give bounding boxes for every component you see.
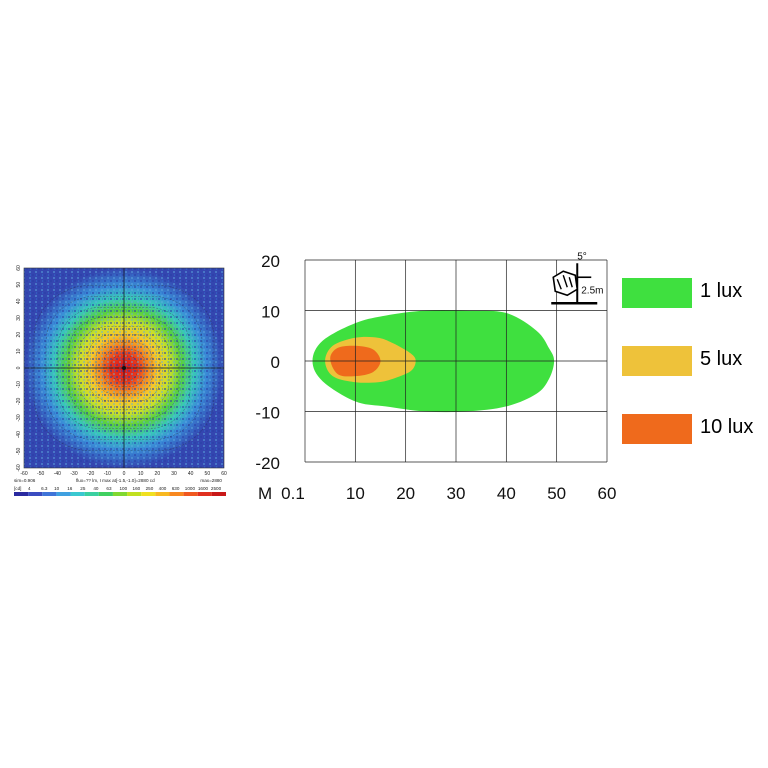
heatmap-y-tick-label: -30 bbox=[16, 414, 22, 421]
isolux-y-tick-label: -10 bbox=[255, 404, 280, 423]
heatmap-peak-marker bbox=[122, 366, 126, 370]
legend-swatch-5-lux bbox=[622, 346, 692, 376]
heatmap-x-tick-label: -20 bbox=[87, 471, 94, 477]
heatmap-scale-unit: [cd] bbox=[14, 486, 21, 491]
heatmap-scale-swatch bbox=[169, 492, 184, 496]
heatmap-footer-mid: flux=?? lm, I max at[-1.5,-1.0]=2880 cd bbox=[76, 478, 155, 483]
isolux-x-tick-label: 60 bbox=[598, 484, 617, 503]
heatmap-frame bbox=[23, 267, 225, 469]
mounting-angle-label: 5° bbox=[577, 251, 587, 262]
heatmap-x-tick-label: 40 bbox=[188, 471, 194, 477]
candela-heatmap-panel: -60 -50 -40 -30 -20 -10 0 10 20 30 40 50 60 60 50 40 30 2… bbox=[8, 262, 234, 518]
heatmap-scale-swatch bbox=[197, 492, 212, 496]
heatmap-y-tick-label: 20 bbox=[16, 332, 22, 338]
heatmap-y-tick-label: 10 bbox=[16, 348, 22, 354]
heatmap-footer-right: max=2880 bbox=[200, 478, 222, 483]
isolux-x-tick-label: 20 bbox=[396, 484, 415, 503]
heatmap-y-tick-label: -50 bbox=[16, 448, 22, 455]
candela-heatmap: -60 -50 -40 -30 -20 -10 0 10 20 30 40 50 60605040302… bbox=[14, 265, 227, 496]
heatmap-scale-value: 2500 bbox=[211, 486, 222, 491]
heatmap-scale-swatch bbox=[127, 492, 142, 496]
heatmap-x-tick-label: 10 bbox=[138, 471, 144, 477]
heatmap-scale-value: 25 bbox=[80, 486, 86, 491]
legend-swatch-1-lux bbox=[622, 278, 692, 308]
legend-item-5-lux: 5 lux bbox=[622, 346, 768, 386]
isolux-x-tick-label: 40 bbox=[497, 484, 516, 503]
heatmap-x-tick-label: -10 bbox=[104, 471, 111, 477]
heatmap-scale-swatch bbox=[56, 492, 71, 496]
heatmap-x-tick-label: 50 bbox=[205, 471, 211, 477]
heatmap-footer-left: sim=0.906 bbox=[14, 478, 36, 483]
isolux-chart: 20 10 0 -10 -20 M 0.1 10 20 30 40 50 60 5° 2.5m bbox=[255, 251, 617, 503]
heatmap-x-tick-label: 30 bbox=[171, 471, 177, 477]
legend-label-10-lux: 10 lux bbox=[700, 416, 754, 438]
heatmap-x-tick-label: 0 bbox=[123, 471, 126, 477]
heatmap-scale-value: 400 bbox=[159, 486, 167, 491]
heatmap-scale-value: 630 bbox=[172, 486, 180, 491]
heatmap-scale-value: 63 bbox=[106, 486, 112, 491]
isolux-y-tick-label: -20 bbox=[255, 454, 280, 473]
heatmap-scale-swatch bbox=[112, 492, 128, 496]
heatmap-y-tick-label: 60 bbox=[16, 265, 22, 271]
heatmap-scale-swatch bbox=[183, 492, 198, 496]
heatmap-scale-swatch bbox=[155, 492, 170, 496]
heatmap-x-tick-label: -60 bbox=[20, 471, 27, 477]
heatmap-scale-swatch bbox=[14, 492, 29, 496]
mounting-diagram-inset: 5° 2.5m bbox=[551, 251, 603, 305]
heatmap-x-tick-label: 60 bbox=[221, 471, 227, 477]
heatmap-scale-value: 1600 bbox=[198, 486, 209, 491]
legend-label-1-lux: 1 lux bbox=[700, 280, 743, 302]
isolux-x-tick-label: 10 bbox=[346, 484, 365, 503]
legend-label-5-lux: 5 lux bbox=[700, 348, 743, 370]
heatmap-scale-value: 100 bbox=[119, 486, 127, 491]
heatmap-x-tick-label: 20 bbox=[155, 471, 161, 477]
heatmap-y-tick-label: -40 bbox=[16, 431, 22, 438]
heatmap-x-tick-label: -40 bbox=[54, 471, 61, 477]
heatmap-scale-value: 250 bbox=[146, 486, 154, 491]
isolux-chart-panel: 20 10 0 -10 -20 M 0.1 10 20 30 40 50 60 5° 2.5m bbox=[248, 248, 628, 508]
heatmap-y-tick-label: 50 bbox=[16, 282, 22, 288]
heatmap-x-tick-label: -50 bbox=[37, 471, 44, 477]
isolux-y-tick-label: 10 bbox=[261, 303, 280, 322]
legend-item-10-lux: 10 lux bbox=[622, 414, 768, 454]
heatmap-scale-swatch bbox=[211, 492, 226, 496]
heatmap-scale-value: 16 bbox=[67, 486, 73, 491]
isolux-x-tick-label: 0.1 bbox=[281, 484, 305, 503]
heatmap-scale-value: 6.3 bbox=[41, 486, 48, 491]
isolux-x-tick-label: 30 bbox=[447, 484, 466, 503]
isolux-y-tick-label: 20 bbox=[261, 252, 280, 271]
heatmap-x-tick-label: -30 bbox=[70, 471, 77, 477]
heatmap-y-tick-label: 0 bbox=[16, 366, 22, 369]
heatmap-y-tick-label: -60 bbox=[16, 464, 22, 471]
heatmap-scale-swatch bbox=[84, 492, 99, 496]
heatmap-y-tick-label: -10 bbox=[16, 381, 22, 388]
heatmap-y-tick-label: -20 bbox=[16, 398, 22, 405]
heatmap-scale-value: 1000 bbox=[185, 486, 196, 491]
heatmap-scale-swatch bbox=[98, 492, 113, 496]
heatmap-y-tick-label: 40 bbox=[16, 298, 22, 304]
work-light-fins bbox=[556, 275, 573, 290]
heatmap-y-tick-label: 30 bbox=[16, 315, 22, 321]
isolux-y-tick-label: 0 bbox=[271, 353, 280, 372]
heatmap-scale-swatch bbox=[70, 492, 85, 496]
legend-swatch-10-lux bbox=[622, 414, 692, 444]
heatmap-scale-swatch bbox=[141, 492, 156, 496]
heatmap-scale-swatch bbox=[42, 492, 57, 496]
isolux-x-prefix: M bbox=[258, 484, 272, 503]
heatmap-scale-value: 40 bbox=[93, 486, 99, 491]
heatmap-scale-value: 160 bbox=[133, 486, 141, 491]
legend-item-1-lux: 1 lux bbox=[622, 278, 768, 318]
mounting-height-label: 2.5m bbox=[581, 285, 603, 296]
heatmap-scale-swatch bbox=[28, 492, 43, 496]
heatmap-scale-value: 4 bbox=[28, 486, 31, 491]
heatmap-scale-value: 10 bbox=[54, 486, 60, 491]
isolux-x-tick-label: 50 bbox=[547, 484, 566, 503]
